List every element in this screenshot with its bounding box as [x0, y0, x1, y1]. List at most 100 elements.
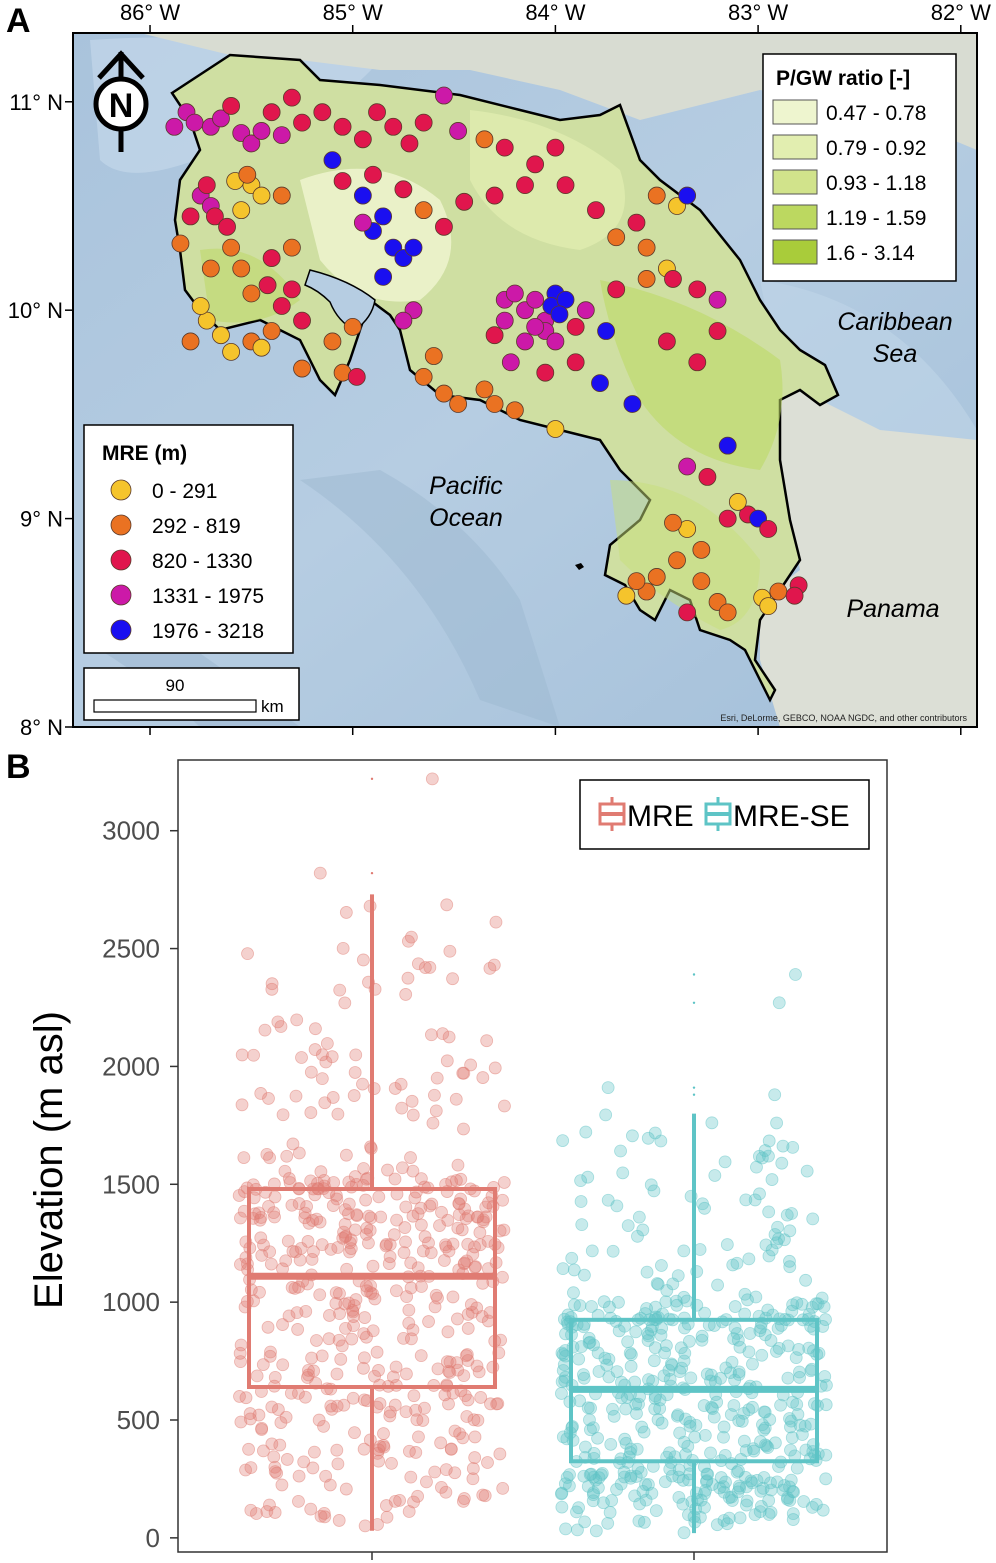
north-arrow-icon: N: [93, 50, 149, 152]
station-point: [238, 165, 257, 184]
jitter-point: [444, 1442, 458, 1456]
station-point: [400, 134, 419, 153]
jitter-point: [439, 1238, 452, 1252]
jitter-point: [640, 1302, 653, 1315]
jitter-point: [442, 1364, 456, 1378]
jitter-point: [312, 1413, 326, 1427]
jitter-point: [697, 1399, 711, 1412]
jitter-point: [270, 1466, 284, 1480]
jitter-point: [742, 1252, 756, 1266]
jitter-point: [599, 1108, 613, 1122]
jitter-point: [357, 1351, 371, 1365]
jitter-point: [555, 1500, 569, 1514]
station-point: [664, 513, 682, 532]
station-point: [678, 457, 697, 476]
station-point: [587, 201, 605, 220]
jitter-point: [458, 1202, 472, 1216]
jitter-point: [489, 915, 503, 929]
jitter-point: [409, 1403, 423, 1417]
station-point: [566, 317, 585, 336]
jitter-point: [695, 1333, 709, 1347]
jitter-point: [306, 1461, 320, 1475]
station-point: [404, 238, 423, 257]
jitter-point: [756, 1418, 769, 1432]
jitter-point: [457, 1066, 471, 1080]
jitter-point: [578, 1268, 591, 1282]
attribution: Esri, DeLorme, GEBCO, NOAA NGDC, and oth…: [720, 713, 967, 723]
jitter-point: [762, 1134, 776, 1148]
station-point: [728, 493, 747, 511]
jitter-point: [374, 1210, 388, 1224]
jitter-point: [292, 1386, 305, 1400]
station-point: [455, 192, 474, 211]
jitter-point: [556, 1134, 570, 1148]
mre-swatch: [110, 619, 132, 641]
jitter-point: [461, 1322, 475, 1335]
jitter-point: [763, 1413, 777, 1426]
station-point: [343, 317, 362, 336]
jitter-point: [317, 1419, 330, 1433]
jitter-point: [725, 1355, 739, 1369]
jitter-point: [724, 1408, 738, 1421]
jitter-point: [429, 1104, 443, 1118]
jitter-point: [428, 1088, 441, 1102]
jitter-point: [372, 1190, 386, 1204]
jitter-point: [632, 1210, 646, 1224]
panel-b-label: B: [6, 748, 31, 786]
jitter-point: [740, 1494, 754, 1508]
jitter-point: [276, 1358, 290, 1372]
jitter-point: [480, 1034, 494, 1048]
jitter-point: [644, 1178, 658, 1192]
jitter-point: [440, 898, 454, 912]
jitter-point: [367, 1082, 381, 1095]
jitter-point: [581, 1401, 595, 1415]
jitter-point: [402, 1316, 416, 1330]
jitter-point: [358, 1519, 372, 1533]
jitter-point: [762, 1205, 776, 1219]
jitter-point: [435, 1205, 448, 1219]
jitter-point: [728, 1300, 742, 1313]
station-point: [785, 586, 804, 605]
jitter-point: [406, 1323, 420, 1337]
station-point: [323, 151, 342, 170]
station-point: [171, 234, 190, 253]
station-point: [495, 311, 514, 330]
jitter-point: [381, 1163, 394, 1177]
jitter-point: [720, 1517, 734, 1531]
jitter-point: [624, 1360, 638, 1373]
mre-class-label: 292 - 819: [152, 515, 241, 538]
jitter-point: [265, 1400, 279, 1414]
station-point: [692, 572, 711, 591]
jitter-point: [629, 1325, 643, 1339]
station-point: [353, 213, 372, 232]
jitter-point: [655, 1321, 669, 1335]
jitter-point: [324, 1382, 338, 1396]
jitter-point: [704, 1374, 717, 1388]
jitter-point: [388, 1495, 402, 1508]
jitter-point: [760, 1439, 773, 1453]
jitter-point: [357, 1361, 370, 1375]
mre-swatch: [110, 549, 132, 571]
jitter-point: [675, 1361, 689, 1375]
jitter-point: [493, 1447, 507, 1461]
jitter-point: [559, 1522, 573, 1536]
station-point: [258, 276, 277, 295]
jitter-point: [253, 1285, 266, 1299]
station-point: [501, 353, 520, 372]
scale-bar-unit: km: [261, 697, 284, 716]
jitter-point: [430, 1071, 444, 1085]
seafloor-ridge: [300, 470, 560, 727]
jitter-point: [610, 1365, 624, 1378]
jitter-point: [304, 1106, 318, 1119]
station-point: [475, 130, 494, 149]
jitter-point: [460, 1254, 474, 1268]
station-point: [607, 280, 626, 299]
y-tick-label: 2000: [102, 1051, 160, 1081]
jitter-point: [385, 1456, 398, 1470]
jitter-point: [309, 1022, 322, 1036]
pgw-swatch: [772, 239, 818, 265]
jitter-point: [761, 1303, 775, 1317]
pgw-swatch: [772, 99, 818, 125]
jitter-point: [621, 1335, 635, 1349]
jitter-point: [737, 1434, 751, 1448]
